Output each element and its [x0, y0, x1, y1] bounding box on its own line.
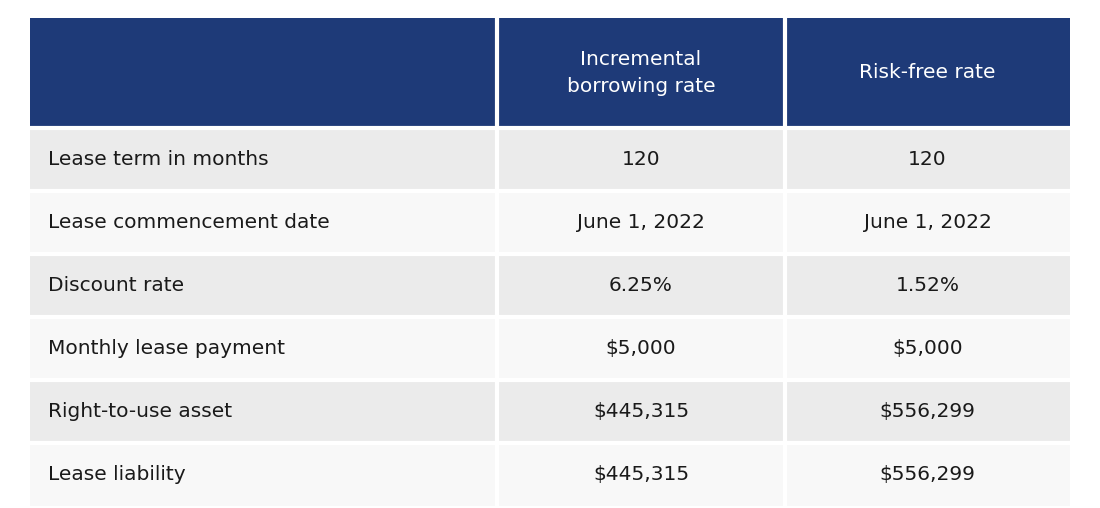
Bar — [30, 317, 497, 380]
Bar — [30, 191, 497, 254]
Bar — [497, 18, 785, 128]
Text: $445,315: $445,315 — [593, 465, 689, 484]
Bar — [30, 380, 497, 443]
Text: 120: 120 — [909, 150, 947, 169]
Bar — [785, 380, 1070, 443]
Bar — [785, 191, 1070, 254]
Bar — [785, 443, 1070, 506]
Bar — [785, 18, 1070, 128]
Text: $5,000: $5,000 — [606, 339, 676, 358]
Bar — [30, 18, 497, 128]
Bar — [30, 254, 497, 317]
Bar — [497, 443, 785, 506]
Text: Lease term in months: Lease term in months — [48, 150, 268, 169]
Text: Incremental
borrowing rate: Incremental borrowing rate — [566, 50, 715, 96]
Text: Lease commencement date: Lease commencement date — [48, 213, 330, 232]
Text: 1.52%: 1.52% — [895, 276, 959, 295]
Text: 6.25%: 6.25% — [609, 276, 673, 295]
Text: 120: 120 — [621, 150, 660, 169]
Text: Lease liability: Lease liability — [48, 465, 186, 484]
Text: Discount rate: Discount rate — [48, 276, 184, 295]
Text: $556,299: $556,299 — [880, 402, 976, 421]
Bar — [785, 317, 1070, 380]
Text: Right-to-use asset: Right-to-use asset — [48, 402, 232, 421]
Text: June 1, 2022: June 1, 2022 — [864, 213, 991, 232]
Bar — [497, 128, 785, 191]
Text: June 1, 2022: June 1, 2022 — [578, 213, 705, 232]
Bar — [497, 191, 785, 254]
Bar — [785, 254, 1070, 317]
Text: $445,315: $445,315 — [593, 402, 689, 421]
Bar — [497, 317, 785, 380]
Bar — [785, 128, 1070, 191]
Bar — [497, 254, 785, 317]
Text: Monthly lease payment: Monthly lease payment — [48, 339, 285, 358]
Text: $5,000: $5,000 — [892, 339, 962, 358]
Bar — [497, 380, 785, 443]
Bar — [30, 443, 497, 506]
Text: Risk-free rate: Risk-free rate — [859, 64, 996, 82]
Bar — [30, 128, 497, 191]
Text: $556,299: $556,299 — [880, 465, 976, 484]
